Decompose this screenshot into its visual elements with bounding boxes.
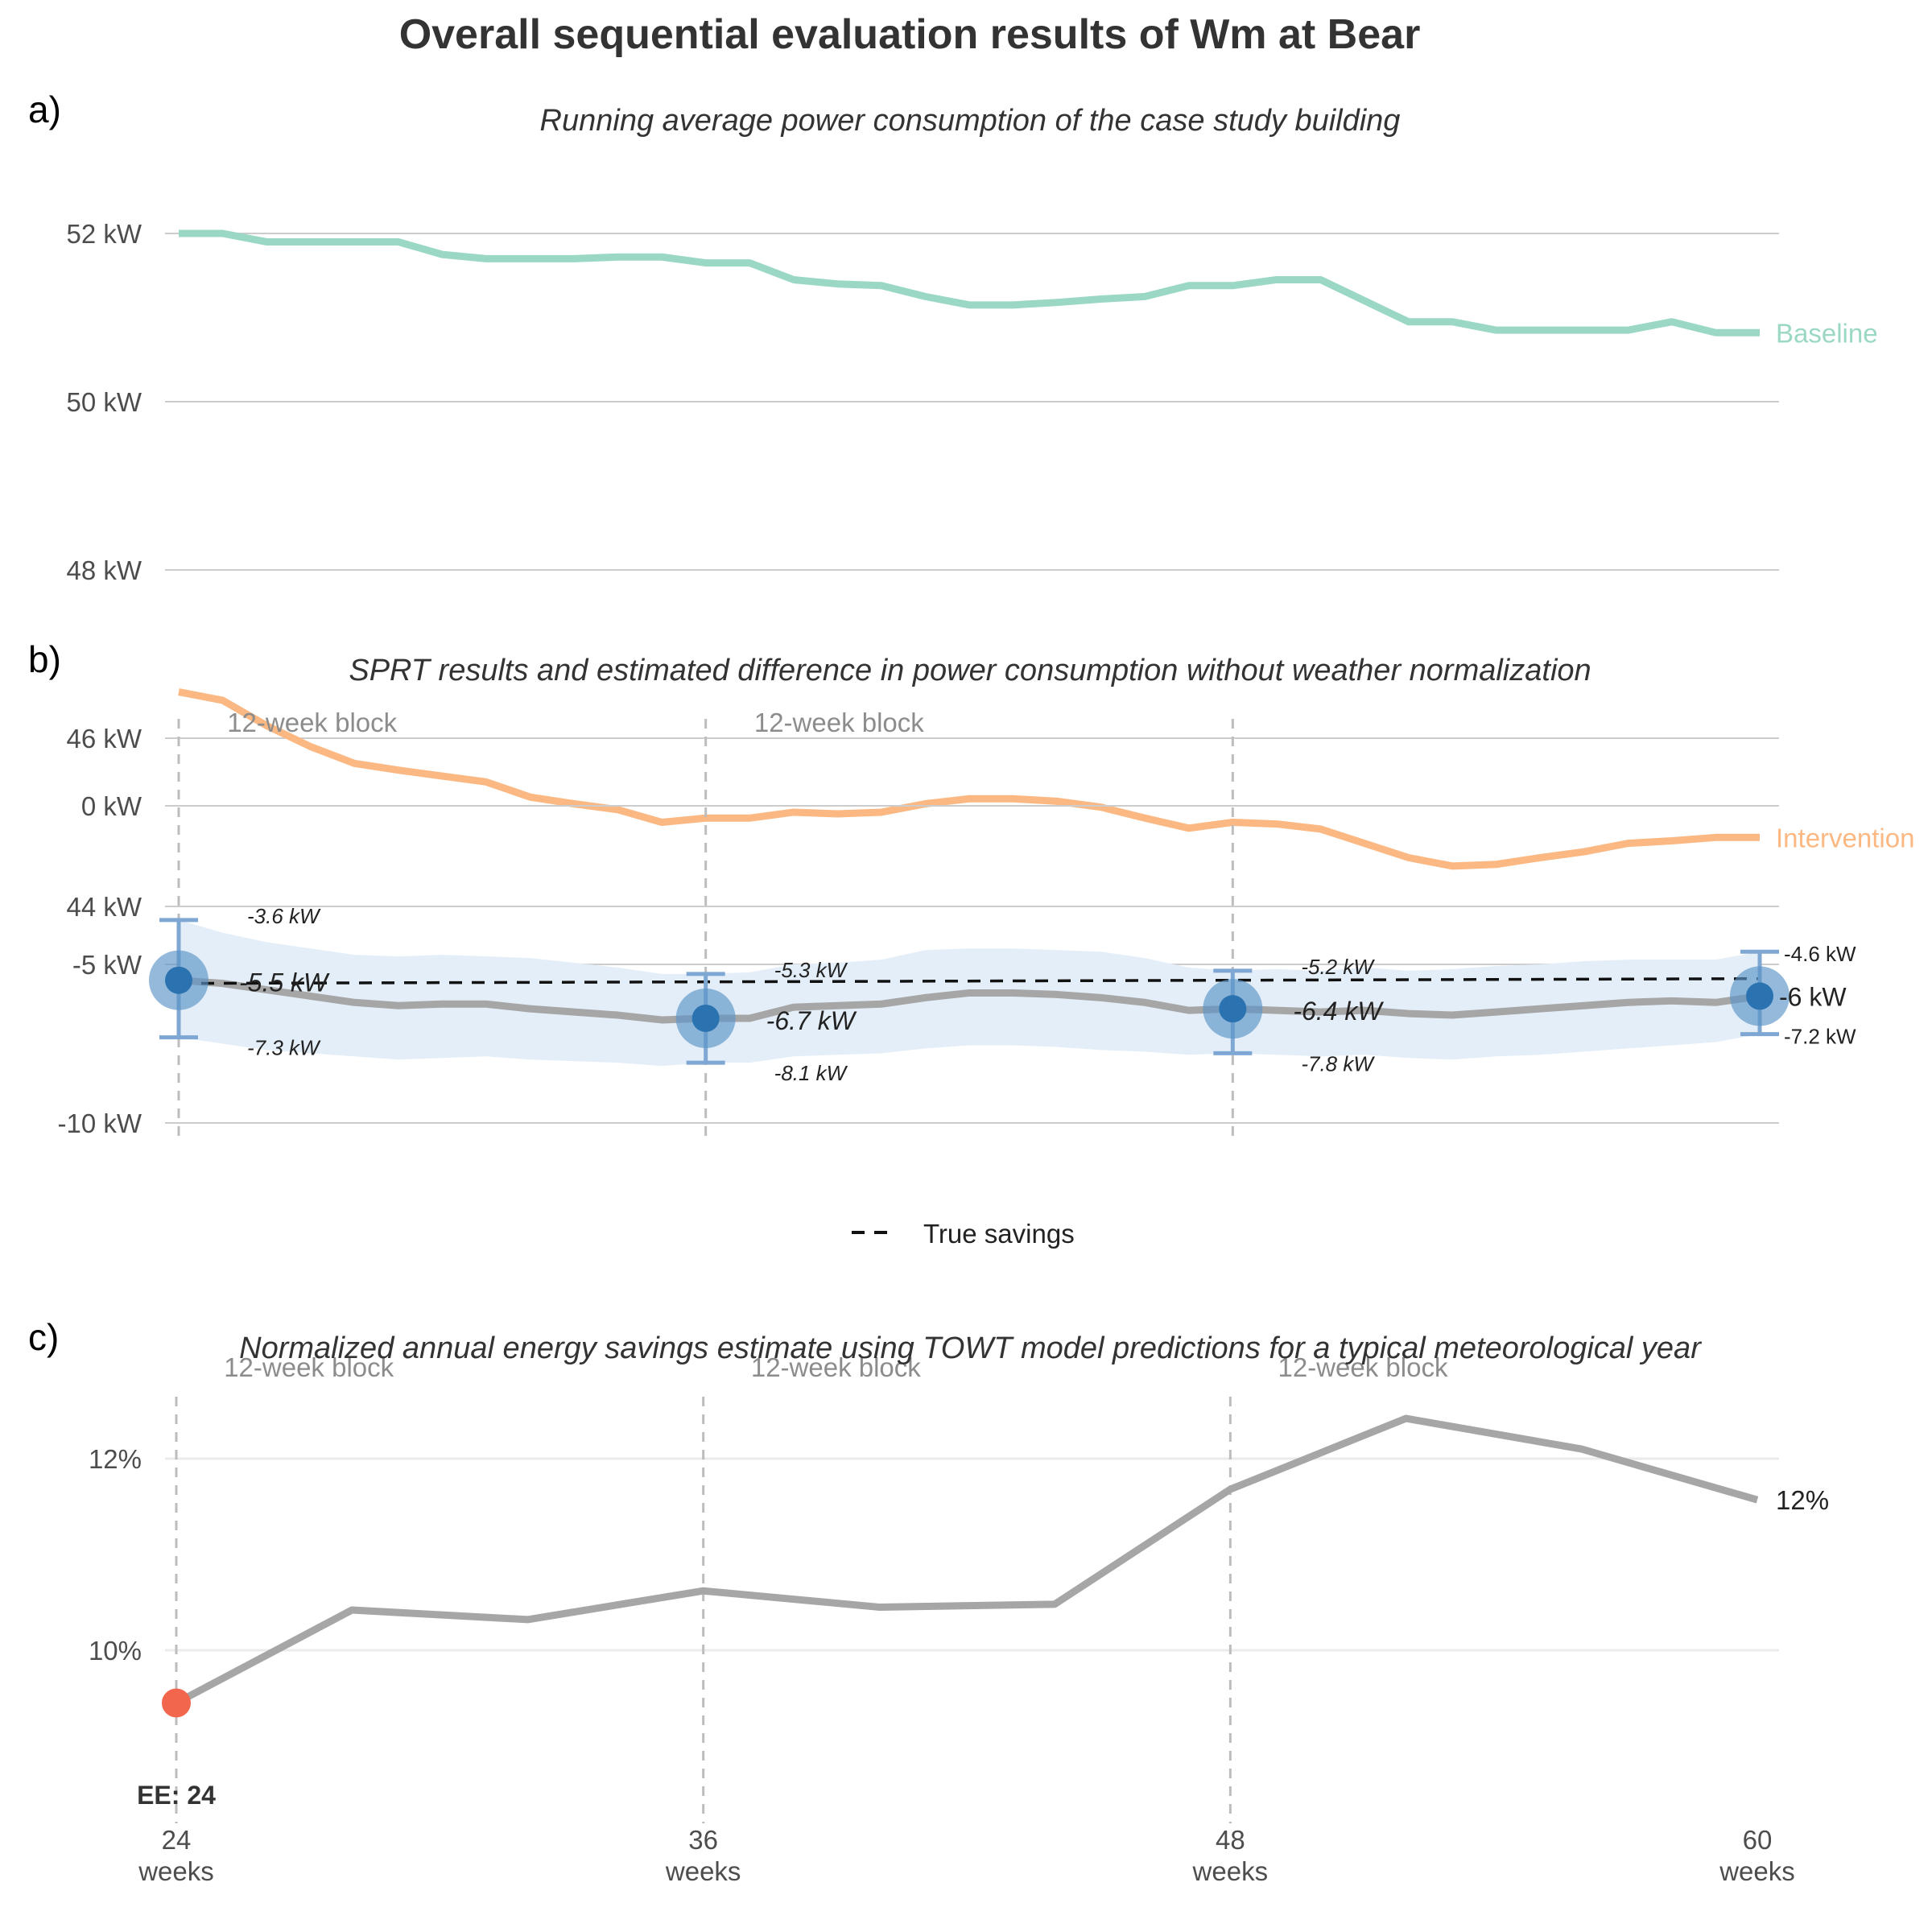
legend: True savings [852, 1219, 1075, 1249]
sprt-point [165, 966, 192, 994]
upper-bound-label: -4.6 kW [1784, 942, 1856, 966]
lower-bound-label: -7.2 kW [1784, 1025, 1856, 1049]
lower-bound-label: -7.8 kW [1301, 1051, 1375, 1075]
panel-c-tag: c) [28, 1316, 59, 1358]
estimate-label: -6.4 kW [1293, 997, 1384, 1026]
panel-a: a) Running average power consumption of … [28, 89, 1914, 922]
y-tick-label: 48 kW [66, 555, 142, 585]
y-tick-label: 10% [89, 1636, 142, 1666]
x-tick-unit: weeks [665, 1856, 741, 1886]
panel-a-tag: a) [28, 89, 61, 130]
figure-title: Overall sequential evaluation results of… [399, 11, 1421, 58]
estimate-label: -6 kW [1779, 982, 1847, 1011]
legend-true-savings-label: True savings [923, 1219, 1075, 1249]
series-end-label: Baseline [1776, 318, 1878, 348]
series-line-estimate [178, 976, 1761, 1024]
y-tick-label: 12% [89, 1444, 142, 1474]
series-end-label: 12% [1776, 1485, 1829, 1515]
x-tick-label: 48 [1216, 1825, 1245, 1855]
y-tick-label: 44 kW [66, 892, 142, 922]
lower-bound-label: -7.3 kW [247, 1036, 321, 1060]
block-label: 12-week block [227, 708, 397, 737]
estimate-label: -6.7 kW [766, 1006, 857, 1035]
panel-c: c) 10% 12% 12-week block 12-week block 12-w… [28, 1316, 1829, 1886]
sprt-point [1219, 995, 1247, 1023]
y-tick-label: 50 kW [66, 387, 142, 417]
x-tick-label: 24 [162, 1825, 192, 1855]
y-tick-label: 0 kW [81, 791, 142, 821]
block-label: 12-week block [224, 1352, 394, 1382]
y-tick-label: -10 kW [57, 1108, 142, 1138]
series-end-label: Intervention [1776, 823, 1914, 852]
y-tick-label: 46 kW [66, 724, 142, 753]
upper-bound-label: -5.3 kW [774, 958, 848, 982]
sprt-point [1746, 982, 1773, 1010]
panel-b: b) SPRT results and estimated difference… [28, 638, 1856, 1249]
x-tick-unit: weeks [138, 1856, 214, 1886]
series-line-savings [174, 1414, 1759, 1707]
panel-c-subtitle: Normalized annual energy savings estimat… [239, 1331, 1702, 1365]
x-tick-label: 60 [1743, 1825, 1773, 1855]
panel-b-tag: b) [28, 638, 61, 680]
x-tick-unit: weeks [1719, 1856, 1795, 1886]
upper-bound-label: -5.2 kW [1301, 955, 1375, 979]
x-tick-unit: weeks [1192, 1856, 1269, 1886]
lower-bound-label: -8.1 kW [774, 1061, 848, 1085]
early-end-label: EE: 24 [137, 1781, 216, 1810]
sprt-point [691, 1004, 720, 1032]
panel-a-subtitle: Running average power consumption of the… [540, 104, 1401, 138]
upper-bound-label: -3.6 kW [247, 904, 321, 928]
y-tick-label: -5 kW [72, 950, 142, 980]
series-line-true-savings [178, 976, 1761, 985]
block-label: 12-week block [1278, 1352, 1448, 1382]
series-line-baseline [179, 229, 1760, 336]
y-tick-label: 52 kW [66, 219, 142, 249]
x-tick-label: 36 [688, 1825, 718, 1855]
series-line-intervention [178, 688, 1760, 870]
block-label: 12-week block [751, 1352, 921, 1382]
block-label: 12-week block [754, 708, 924, 737]
early-end-point [162, 1688, 191, 1718]
panel-b-subtitle: SPRT results and estimated difference in… [349, 654, 1591, 687]
estimate-label: -5.5 kW [239, 968, 330, 997]
